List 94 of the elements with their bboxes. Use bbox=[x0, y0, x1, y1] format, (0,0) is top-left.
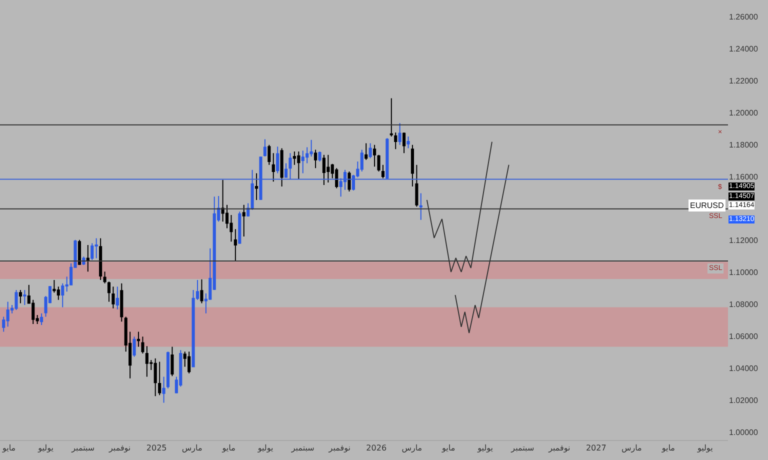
y-tick-label: 1.24000 bbox=[729, 44, 758, 54]
x-tick-label: 2027 bbox=[586, 444, 606, 453]
x-tick-label: يوليو bbox=[37, 444, 54, 453]
candlestick bbox=[297, 151, 300, 180]
candlestick bbox=[120, 282, 124, 322]
candlestick bbox=[170, 346, 174, 377]
x-tick-label: 2026 bbox=[366, 444, 387, 453]
x-tick-label: مارس bbox=[621, 444, 642, 453]
y-tick-label: 1.04000 bbox=[729, 364, 758, 373]
candlestick bbox=[40, 312, 44, 326]
candlestick bbox=[14, 290, 18, 310]
annotation: EURUSD bbox=[690, 201, 724, 210]
candlestick bbox=[410, 144, 414, 188]
y-tick-label: 1.00000 bbox=[729, 428, 758, 437]
candlestick bbox=[18, 290, 22, 304]
candlestick bbox=[145, 346, 148, 378]
candlestick bbox=[200, 278, 204, 304]
candlestick bbox=[99, 238, 102, 280]
x-tick-label: سبتمبر bbox=[290, 444, 315, 453]
candlestick bbox=[188, 351, 191, 374]
candlestick bbox=[254, 172, 258, 200]
candlestick bbox=[107, 281, 111, 302]
candlestick bbox=[242, 204, 246, 238]
candlestick bbox=[364, 142, 368, 160]
x-tick-label: مارس bbox=[182, 444, 202, 453]
y-tick-label: 1.08000 bbox=[729, 300, 758, 310]
candlestick bbox=[301, 150, 304, 174]
y-tick-label: 1.22000 bbox=[729, 76, 758, 86]
candlestick bbox=[166, 351, 170, 389]
y-tick-label: 1.02000 bbox=[729, 396, 758, 405]
x-tick-label: 2025 bbox=[146, 444, 167, 453]
candlestick bbox=[263, 138, 266, 158]
candlestick bbox=[86, 244, 90, 272]
candlestick bbox=[103, 271, 106, 284]
candlestick bbox=[268, 144, 271, 166]
x-tick-label: يوليو bbox=[256, 444, 274, 453]
candlestick bbox=[276, 146, 280, 174]
y-tick-label: 1.20000 bbox=[729, 108, 758, 118]
candlestick bbox=[136, 331, 140, 348]
candlestick bbox=[402, 132, 406, 154]
candlestick bbox=[6, 301, 10, 328]
candlestick bbox=[406, 136, 410, 149]
x-tick-label: نوفمبر bbox=[108, 444, 131, 453]
candlestick bbox=[94, 238, 98, 259]
candlestick bbox=[394, 132, 398, 150]
candlestick bbox=[318, 151, 322, 162]
candlestick bbox=[288, 152, 292, 180]
x-tick-label: نوفمبر bbox=[548, 444, 570, 453]
candlestick bbox=[314, 149, 318, 169]
candlestick bbox=[23, 290, 26, 306]
candlestick bbox=[390, 98, 393, 138]
candlestick bbox=[154, 358, 157, 397]
candlestick bbox=[238, 211, 242, 244]
x-tick-label: مايو bbox=[1, 444, 16, 453]
candlestick bbox=[415, 164, 418, 208]
x-tick-label: مايو bbox=[441, 444, 456, 453]
candlestick bbox=[377, 154, 380, 172]
x-tick-label: مايو bbox=[221, 444, 236, 453]
candlestick bbox=[141, 336, 144, 354]
y-tick-label: 1.16000 bbox=[729, 172, 758, 182]
candlestick bbox=[381, 164, 384, 179]
x-tick-label: سبتمبر bbox=[510, 444, 534, 453]
candlestick bbox=[335, 168, 338, 189]
x-tick-label: مارس bbox=[402, 444, 422, 453]
candlestick bbox=[78, 239, 82, 266]
y-tick-label: 1.12000 bbox=[729, 236, 758, 246]
x-tick-label: يوليو bbox=[476, 444, 493, 453]
candlestick bbox=[158, 361, 162, 396]
candlestick bbox=[234, 228, 237, 262]
candlestick bbox=[373, 144, 376, 168]
x-tick-label: سبتمبر bbox=[70, 444, 95, 453]
candlestick bbox=[162, 376, 166, 404]
candlestick bbox=[419, 192, 422, 220]
candlestick bbox=[368, 142, 372, 159]
x-tick-label: مايو bbox=[660, 444, 675, 453]
candlestick bbox=[284, 162, 288, 178]
x-tick-label: يوليو bbox=[696, 444, 713, 453]
candlestick bbox=[132, 336, 136, 358]
y-tick-label: 1.06000 bbox=[729, 332, 758, 341]
y-tick-label: 1.26000 bbox=[729, 12, 758, 22]
y-tick-label: 1.10000 bbox=[729, 268, 758, 278]
candlestick bbox=[259, 156, 262, 200]
candlestick bbox=[386, 138, 389, 180]
candlestick bbox=[398, 122, 402, 146]
candlestick bbox=[90, 242, 94, 261]
candlestick bbox=[348, 171, 351, 192]
candlestick bbox=[272, 152, 275, 182]
candlestick bbox=[116, 286, 119, 310]
candlestick bbox=[280, 148, 284, 188]
candlestick bbox=[112, 286, 115, 309]
candlestick bbox=[322, 154, 326, 186]
x-tick-label: نوفمبر bbox=[328, 444, 350, 453]
y-tick-label: 1.18000 bbox=[729, 140, 758, 150]
candlestick bbox=[326, 154, 330, 184]
